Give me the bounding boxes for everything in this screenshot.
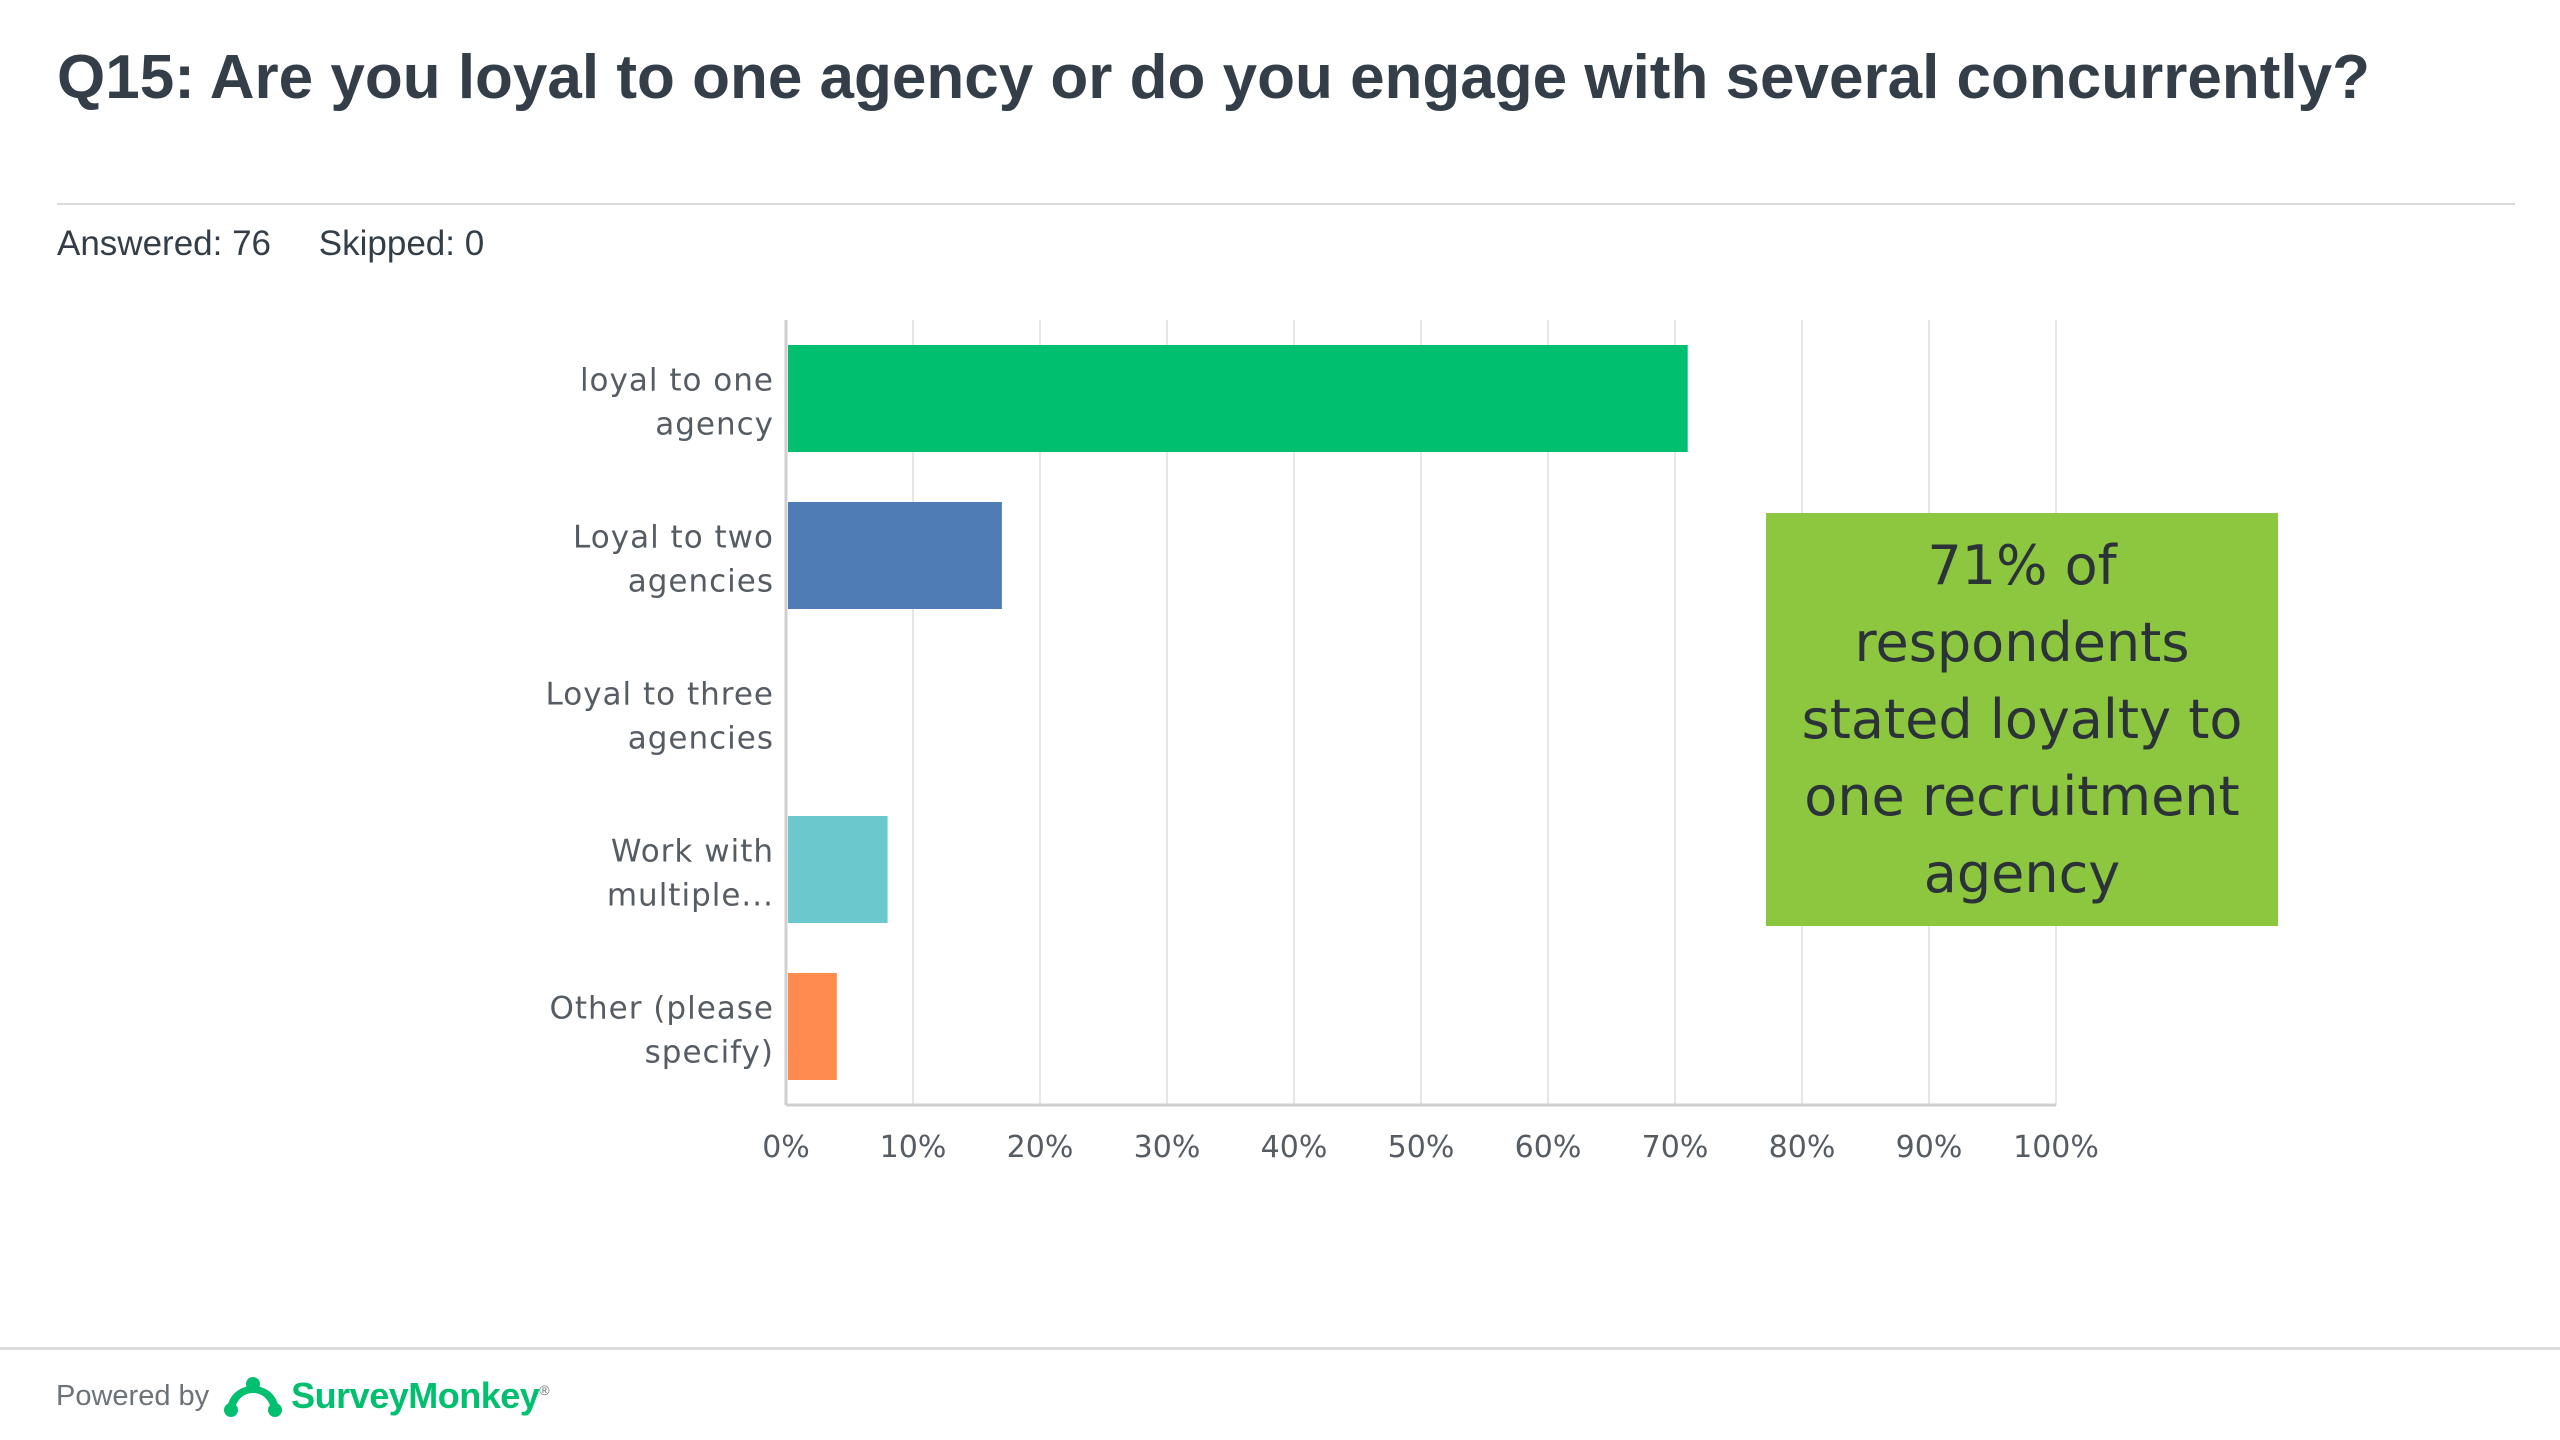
response-stats: Answered: 76 Skipped: 0 xyxy=(57,222,522,266)
bar xyxy=(788,816,888,923)
surveymonkey-logo-icon xyxy=(224,1377,283,1417)
x-tick-label: 100% xyxy=(2013,1130,2099,1165)
x-tick-label: 40% xyxy=(1261,1130,1328,1165)
x-tick-label: 0% xyxy=(762,1130,810,1165)
footer-divider xyxy=(0,1347,2560,1350)
callout-line: one recruitment xyxy=(1804,765,2240,828)
registered-mark: ® xyxy=(539,1382,550,1398)
x-tick-label: 60% xyxy=(1515,1130,1582,1165)
category-label-line: agencies xyxy=(628,721,774,757)
category-label-line: multiple... xyxy=(607,878,774,914)
category-label: Work with multiple... xyxy=(607,834,774,914)
category-label-line: Loyal to three xyxy=(546,677,775,713)
title-divider xyxy=(57,203,2515,205)
powered-by-label: Powered by xyxy=(56,1379,210,1412)
category-label-line: Work with xyxy=(611,834,774,870)
x-tick-label: 80% xyxy=(1769,1130,1836,1165)
callout-text: 71% of respondents stated loyalty to one re… xyxy=(1802,527,2243,912)
category-label-line: agencies xyxy=(628,564,774,600)
callout-line: 71% of xyxy=(1927,534,2117,597)
x-tick-label: 10% xyxy=(880,1130,947,1165)
x-tick-label: 70% xyxy=(1642,1130,1709,1165)
x-tick-label: 30% xyxy=(1134,1130,1201,1165)
question-title: Q15: Are you loyal to one agency or do y… xyxy=(57,43,2370,112)
callout-line: stated loyalty to xyxy=(1801,688,2243,751)
surveymonkey-wordmark: SurveyMonkey® xyxy=(291,1375,550,1416)
category-label: Loyal to three agencies xyxy=(546,677,775,757)
x-tick-label: 50% xyxy=(1388,1130,1455,1165)
bar-chart: 0% 10% 20% 30% 40% 50% 60% 70% 80% 90% 100% loyal t… xyxy=(546,320,2099,1165)
skipped-count: Skipped: 0 xyxy=(318,224,485,263)
x-tick-label: 20% xyxy=(1007,1130,1074,1165)
category-label-line: specify) xyxy=(645,1035,774,1071)
bar xyxy=(788,973,837,1080)
callout-line: respondents xyxy=(1854,611,2190,674)
category-label: Other (please specify) xyxy=(549,991,774,1071)
callout-line: agency xyxy=(1923,842,2121,905)
category-label-line: Other (please xyxy=(549,991,774,1027)
category-label: loyal to one agency xyxy=(580,363,774,443)
category-label-line: loyal to one xyxy=(580,363,774,399)
bar xyxy=(788,502,1002,609)
category-label: Loyal to two agencies xyxy=(573,520,774,600)
answered-count: Answered: 76 xyxy=(57,224,272,263)
callout-box: 71% of respondents stated loyalty to one re… xyxy=(1766,513,2278,926)
footer: Powered by SurveyMonkey® xyxy=(56,1370,550,1422)
category-label-line: agency xyxy=(655,407,774,443)
bar xyxy=(788,345,1688,452)
category-label-line: Loyal to two xyxy=(573,520,774,556)
x-tick-label: 90% xyxy=(1896,1130,1963,1165)
